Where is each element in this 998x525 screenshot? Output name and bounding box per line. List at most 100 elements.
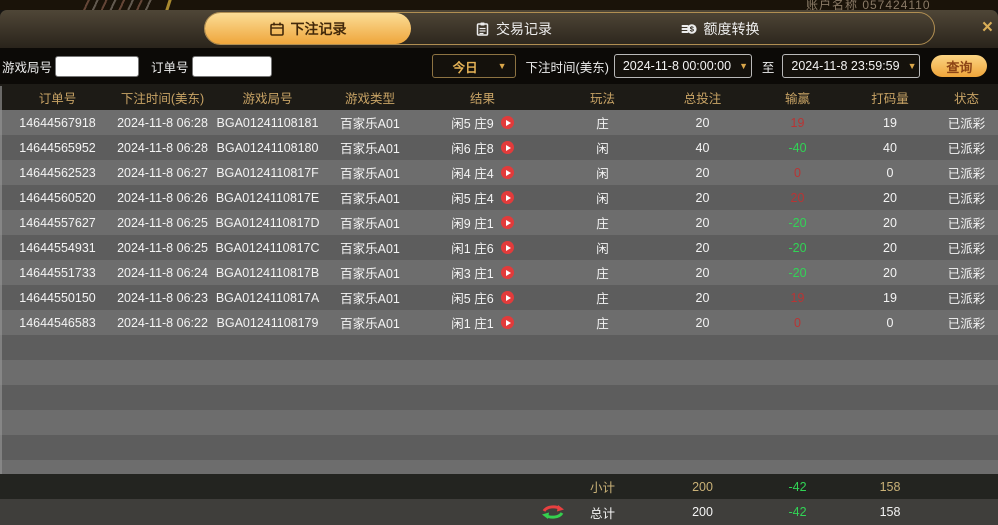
cell-play-type: 庄 — [596, 292, 609, 306]
date-from-select[interactable]: 2024-11-8 00:00:00 ▼ — [613, 54, 752, 78]
table-row: 14644557627 2024-11-8 06:25 BGA012411081… — [0, 210, 998, 235]
cell-status: 已派彩 — [947, 142, 986, 156]
cell-play-type: 闲 — [596, 167, 609, 181]
total-rolling: 158 — [879, 505, 901, 519]
cell-order: 14644550150 — [19, 290, 96, 305]
play-icon[interactable] — [500, 291, 514, 304]
cell-play-type: 闲 — [596, 142, 609, 156]
tab-betting-records[interactable]: 下注记录 — [205, 13, 411, 44]
game-round-input[interactable] — [55, 55, 140, 77]
cell-rolling: 20 — [883, 265, 897, 280]
cell-game-round: BGA0124110817C — [215, 240, 320, 255]
cell-game-type: 百家乐A01 — [340, 317, 400, 331]
cell-status: 已派彩 — [947, 267, 986, 281]
play-icon[interactable] — [500, 241, 514, 254]
column-header: 游戏类型 — [344, 91, 395, 106]
play-icon[interactable] — [500, 266, 514, 279]
table-left-edge — [0, 86, 2, 474]
table-header: 订单号 下注时间(美东) 游戏局号 游戏类型 结果 玩法 总投注 输赢 打码量 … — [0, 84, 998, 110]
cell-bet-time: 2024-11-8 06:28 — [117, 115, 208, 130]
total-label: 总计 — [589, 506, 615, 521]
coin-icon: $ — [681, 22, 697, 36]
swap-arrows-icon — [541, 504, 565, 520]
cell-bet-time: 2024-11-8 06:24 — [117, 265, 208, 280]
cell-total-bet: 20 — [695, 265, 710, 280]
cell-order: 14644554931 — [19, 240, 96, 255]
cell-game-type: 百家乐A01 — [340, 192, 400, 206]
play-icon[interactable] — [500, 316, 514, 329]
cell-bet-time: 2024-11-8 06:27 — [117, 165, 208, 180]
calendar-icon — [269, 22, 284, 36]
cell-winloss: 0 — [794, 315, 801, 330]
cell-order: 14644562523 — [19, 165, 96, 180]
order-no-input[interactable] — [191, 55, 272, 77]
column-header: 输赢 — [784, 91, 810, 106]
play-icon[interactable] — [500, 116, 514, 129]
cell-game-round: BGA0124110817E — [215, 190, 320, 205]
cell-game-type: 百家乐A01 — [340, 117, 400, 131]
result-text: 闲6 庄8 — [451, 142, 494, 156]
result-text: 闲5 庄6 — [451, 292, 494, 306]
tab-label: 额度转换 — [703, 20, 760, 37]
table-row: 14644567918 2024-11-8 06:28 BGA012411081… — [0, 110, 998, 135]
result-text: 闲9 庄1 — [451, 217, 494, 231]
cell-result: 闲1 庄1 — [415, 313, 550, 332]
range-select[interactable]: 今日 ▼ — [431, 54, 516, 78]
play-icon[interactable] — [500, 191, 514, 204]
cell-bet-time: 2024-11-8 06:23 — [117, 290, 208, 305]
cell-bet-time: 2024-11-8 06:22 — [117, 315, 208, 330]
cell-game-round: BGA0124110817F — [216, 165, 319, 180]
cell-winloss: -20 — [788, 265, 807, 280]
cell-rolling: 20 — [883, 240, 897, 255]
cell-game-type: 百家乐A01 — [340, 217, 400, 231]
play-icon[interactable] — [500, 216, 514, 229]
background-strip: 账户名称 057424110 — [0, 0, 998, 10]
cell-result: 闲1 庄6 — [415, 238, 550, 257]
empty-row — [0, 385, 998, 410]
table-row: 14644554931 2024-11-8 06:25 BGA012411081… — [0, 235, 998, 260]
table-row: 14644550150 2024-11-8 06:23 BGA012411081… — [0, 285, 998, 310]
query-button[interactable]: 查询 — [931, 55, 988, 77]
result-text: 闲1 庄6 — [451, 242, 494, 256]
date-to-value: 2024-11-8 23:59:59 — [791, 59, 900, 73]
empty-row — [0, 460, 998, 474]
column-header: 结果 — [469, 91, 495, 106]
cell-winloss: 0 — [794, 165, 801, 180]
column-header: 打码量 — [871, 91, 909, 106]
date-to-select[interactable]: 2024-11-8 23:59:59 ▼ — [782, 54, 921, 78]
cell-rolling: 20 — [883, 215, 897, 230]
background-account-text: 账户名称 057424110 — [806, 0, 931, 10]
cell-result: 闲5 庄9 — [415, 113, 550, 132]
cell-game-round: BGA0124110817A — [215, 290, 320, 305]
table-row: 14644562523 2024-11-8 06:27 BGA012411081… — [0, 160, 998, 185]
cell-status: 已派彩 — [947, 292, 986, 306]
cell-status: 已派彩 — [947, 242, 986, 256]
tab-transaction-records[interactable]: 交易记录 — [411, 13, 617, 44]
cell-game-type: 百家乐A01 — [340, 267, 400, 281]
cell-result: 闲5 庄6 — [415, 288, 550, 307]
svg-text:$: $ — [689, 24, 694, 33]
cell-winloss: -20 — [788, 240, 807, 255]
play-icon[interactable] — [500, 141, 514, 154]
play-icon[interactable] — [500, 166, 514, 179]
background-decor-gold-line — [164, 0, 173, 10]
cell-order: 14644551733 — [19, 265, 96, 280]
empty-row — [0, 360, 998, 385]
result-text: 闲3 庄1 — [451, 267, 494, 281]
chevron-down-icon: ▼ — [739, 61, 748, 71]
cell-play-type: 庄 — [596, 117, 609, 131]
subtotal-rolling: 158 — [879, 479, 901, 494]
bet-time-label: 下注时间(美东) — [525, 60, 609, 75]
close-icon[interactable]: × — [981, 17, 993, 38]
column-header: 玩法 — [589, 91, 615, 106]
cell-bet-time: 2024-11-8 06:25 — [117, 215, 208, 230]
cell-total-bet: 20 — [695, 290, 710, 305]
tab-bar: 下注记录 交易记录 $ 额度转换 × — [0, 10, 998, 48]
cell-game-round: BGA01241108181 — [216, 115, 319, 130]
filter-bar: 游戏局号 订单号 今日 ▼ 下注时间(美东) 2024-11-8 00:00:0… — [0, 48, 998, 84]
tab-quota-conversion[interactable]: $ 额度转换 — [617, 13, 823, 44]
cell-order: 14644565952 — [19, 140, 96, 155]
table-row: 14644551733 2024-11-8 06:24 BGA012411081… — [0, 260, 998, 285]
column-header: 状态 — [953, 91, 979, 106]
cell-status: 已派彩 — [947, 117, 986, 131]
